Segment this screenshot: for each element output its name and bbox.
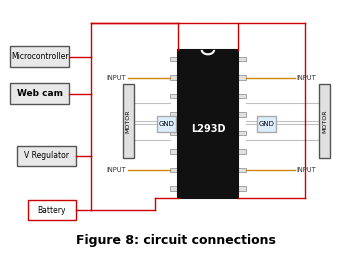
Bar [238,75,246,80]
Bar [170,112,178,117]
Bar [170,186,178,191]
Text: INPUT: INPUT [297,167,316,173]
Bar [170,94,178,98]
Bar [319,84,330,158]
Bar [238,112,246,117]
Bar [170,168,178,172]
Bar [170,57,178,61]
Text: INPUT: INPUT [106,75,126,81]
Text: Web cam: Web cam [17,89,63,98]
Bar [122,84,133,158]
Bar [238,168,246,172]
Bar [11,46,69,67]
Text: Microcontroller: Microcontroller [11,52,69,61]
Bar [157,116,176,133]
Text: GND: GND [259,121,275,127]
Bar [238,94,246,98]
Text: V Regulator: V Regulator [24,152,69,160]
Bar [170,131,178,135]
Bar [238,131,246,135]
Bar [11,83,69,104]
Bar [238,149,246,154]
Text: INPUT: INPUT [297,75,316,81]
Text: GND: GND [159,121,175,127]
Bar [238,186,246,191]
Bar [238,57,246,61]
Bar [28,200,76,220]
Bar [17,146,76,166]
Text: INPUT: INPUT [106,167,126,173]
Bar [170,75,178,80]
Bar [257,116,276,133]
Bar [170,149,178,154]
Bar [178,50,238,198]
Text: MOTOR: MOTOR [322,110,327,133]
Text: L293D: L293D [191,124,225,134]
Text: MOTOR: MOTOR [126,110,131,133]
Text: Figure 8: circuit connections: Figure 8: circuit connections [76,234,276,247]
Text: Battery: Battery [38,206,66,215]
